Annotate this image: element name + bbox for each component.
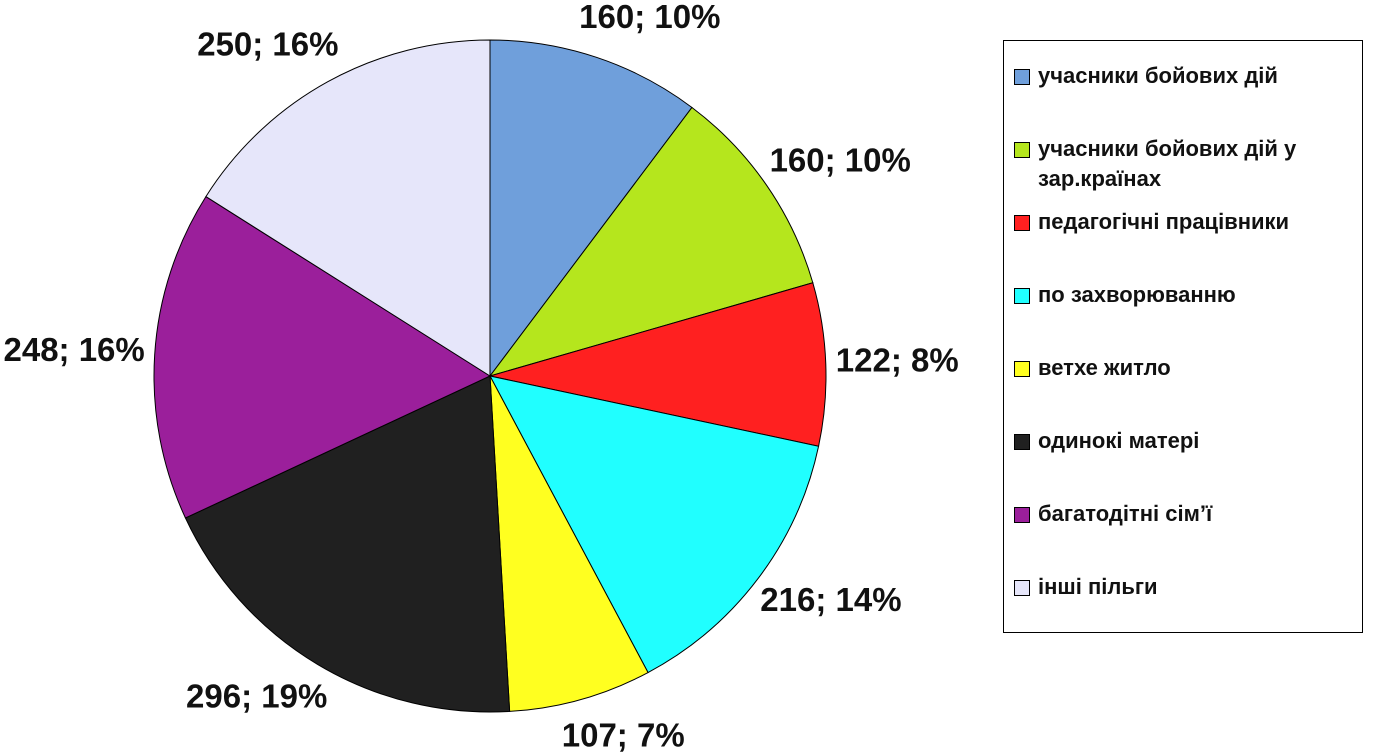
legend-swatch <box>1014 507 1030 523</box>
data-label: 216; 14% <box>760 581 901 618</box>
pie-slice <box>489 375 649 712</box>
legend-label: по захворюванню <box>1038 282 1236 307</box>
legend-swatch <box>1014 434 1030 450</box>
legend-swatch <box>1014 69 1030 85</box>
pie-slice <box>489 39 693 378</box>
data-label: 122; 8% <box>836 341 959 378</box>
legend-swatch <box>1014 580 1030 596</box>
pie-slice <box>489 375 820 674</box>
legend-label: інші пільги <box>1038 574 1158 599</box>
data-label: 250; 16% <box>197 25 338 62</box>
legend-item: одинокі матері <box>1014 426 1359 456</box>
legend-item: ветхе житло <box>1014 353 1359 383</box>
data-label: 160; 10% <box>770 141 911 178</box>
legend: учасники бойових дій учасники бойових дій… <box>1003 40 1363 633</box>
legend-label: багатодітні сім’ї <box>1038 501 1213 526</box>
legend-label: учасники бойових дій у зар.країнах <box>1038 136 1297 191</box>
legend-item: учасники бойових дій у зар.країнах <box>1014 134 1359 194</box>
pie-slice <box>489 282 827 447</box>
legend-swatch <box>1014 142 1030 158</box>
data-label: 248; 16% <box>3 331 144 368</box>
legend-swatch <box>1014 288 1030 304</box>
legend-label: одинокі матері <box>1038 428 1200 453</box>
data-label: 296; 19% <box>186 678 327 715</box>
legend-swatch <box>1014 361 1030 377</box>
legend-item: учасники бойових дій <box>1014 61 1359 91</box>
legend-label: ветхе житло <box>1038 355 1171 380</box>
data-label: 107; 7% <box>562 717 685 754</box>
legend-item: по захворюванню <box>1014 280 1359 310</box>
pie-slice <box>184 375 511 713</box>
legend-swatch <box>1014 215 1030 231</box>
legend-item: інші пільги <box>1014 572 1359 602</box>
legend-label: педагогічні працівники <box>1038 209 1290 234</box>
pie-slice <box>153 195 492 519</box>
pie-slice <box>205 39 491 377</box>
legend-item: багатодітні сім’ї <box>1014 499 1359 529</box>
legend-label: учасники бойових дій <box>1038 63 1278 88</box>
chart: 160; 10% 160; 10% 122; 8% 216; 14% 107; 7% 29… <box>3 0 959 754</box>
legend-item: педагогічні працівники <box>1014 207 1359 237</box>
pie-slice <box>488 106 814 377</box>
data-label: 160; 10% <box>579 0 720 35</box>
